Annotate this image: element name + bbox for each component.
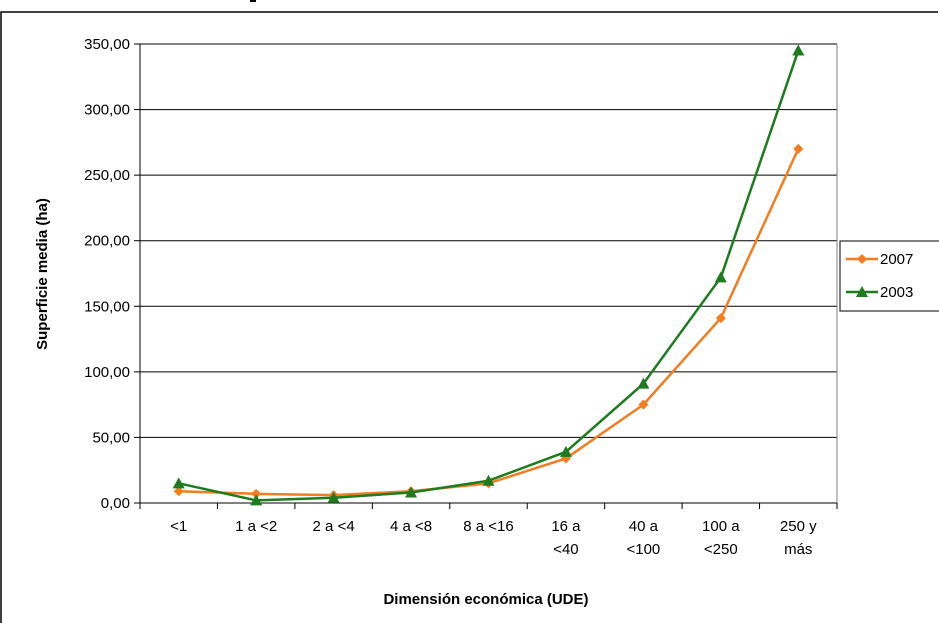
- x-axis: <1 1 a <2 2 a <4 4 a <8 8 a <16 16 a <40 40 a <1…: [139, 502, 838, 558]
- legend-marker-2007: [857, 254, 867, 264]
- data-point-2007: [715, 313, 726, 324]
- plot-background: [140, 44, 837, 503]
- x-tick-label-line: <250: [704, 541, 738, 558]
- data-point-2003: [559, 445, 572, 457]
- series-2003: [172, 44, 805, 506]
- x-tick-label: 100 a <250: [702, 518, 740, 558]
- legend-marker-2003: [856, 286, 868, 297]
- data-point-2007: [638, 399, 649, 410]
- data-point-2003: [482, 474, 495, 486]
- x-tick-label: 4 a <8: [390, 518, 432, 535]
- series-layer: [172, 44, 805, 506]
- x-tick-label: <1: [170, 518, 187, 535]
- chart-border: [0, 11, 938, 623]
- y-tick-label: 50,00: [92, 429, 130, 446]
- y-axis: 0,00 50,00 100,00 150,00 200,00 250,00 300,00 3…: [84, 36, 141, 512]
- x-tick-label-line: 250 y: [780, 518, 817, 535]
- x-tick-label: 8 a <16: [463, 518, 513, 535]
- x-tick-label-line: 40 a: [629, 518, 659, 535]
- y-tick-label: 250,00: [84, 167, 130, 184]
- x-tick-label-line: 16 a: [551, 518, 581, 535]
- legend-label-2003: 2003: [880, 284, 913, 301]
- y-tick-label: 100,00: [84, 364, 130, 381]
- legend-box: [839, 240, 939, 312]
- y-tick-label: 150,00: [84, 298, 130, 315]
- data-point-2003: [250, 494, 263, 506]
- x-tick-label-line: <100: [626, 541, 660, 558]
- legend: 2007 2003: [839, 240, 939, 312]
- y-tick-label: 0,00: [101, 495, 130, 512]
- plot-area: [140, 43, 838, 503]
- data-point-2003: [714, 271, 727, 283]
- y-tick-label: 200,00: [84, 233, 130, 250]
- x-tick-label-line: más: [784, 541, 812, 558]
- data-point-2003: [792, 44, 805, 56]
- x-tick-label: 1 a <2: [235, 518, 277, 535]
- data-point-2007: [793, 143, 804, 154]
- x-tick-label: 2 a <4: [313, 518, 355, 535]
- x-tick-label-line: 4 a <8: [390, 518, 432, 535]
- x-tick-label: 250 y más: [780, 518, 817, 558]
- x-tick-label-line: 1 a <2: [235, 518, 277, 535]
- x-axis-title: Dimensión económica (UDE): [383, 591, 588, 608]
- x-tick-label-line: <1: [170, 518, 187, 535]
- x-tick-label-line: 2 a <4: [313, 518, 355, 535]
- x-tick-label-line: 100 a: [702, 518, 740, 535]
- data-point-2003: [172, 477, 185, 489]
- y-tick-label: 300,00: [84, 102, 130, 119]
- data-point-2007: [251, 488, 262, 499]
- y-axis-title: Superficie media (ha): [34, 198, 51, 350]
- data-point-2003: [637, 377, 650, 389]
- x-tick-label-line: <40: [553, 541, 578, 558]
- x-tick-label: 40 a <100: [626, 518, 660, 558]
- legend-label-2007: 2007: [880, 251, 913, 268]
- data-point-2003: [405, 486, 418, 498]
- data-point-2003: [327, 491, 340, 503]
- x-tick-label: 16 a <40: [551, 518, 581, 558]
- data-point-2007: [173, 486, 184, 497]
- x-tick-label-line: 8 a <16: [463, 518, 513, 535]
- y-tick-label: 350,00: [84, 36, 130, 53]
